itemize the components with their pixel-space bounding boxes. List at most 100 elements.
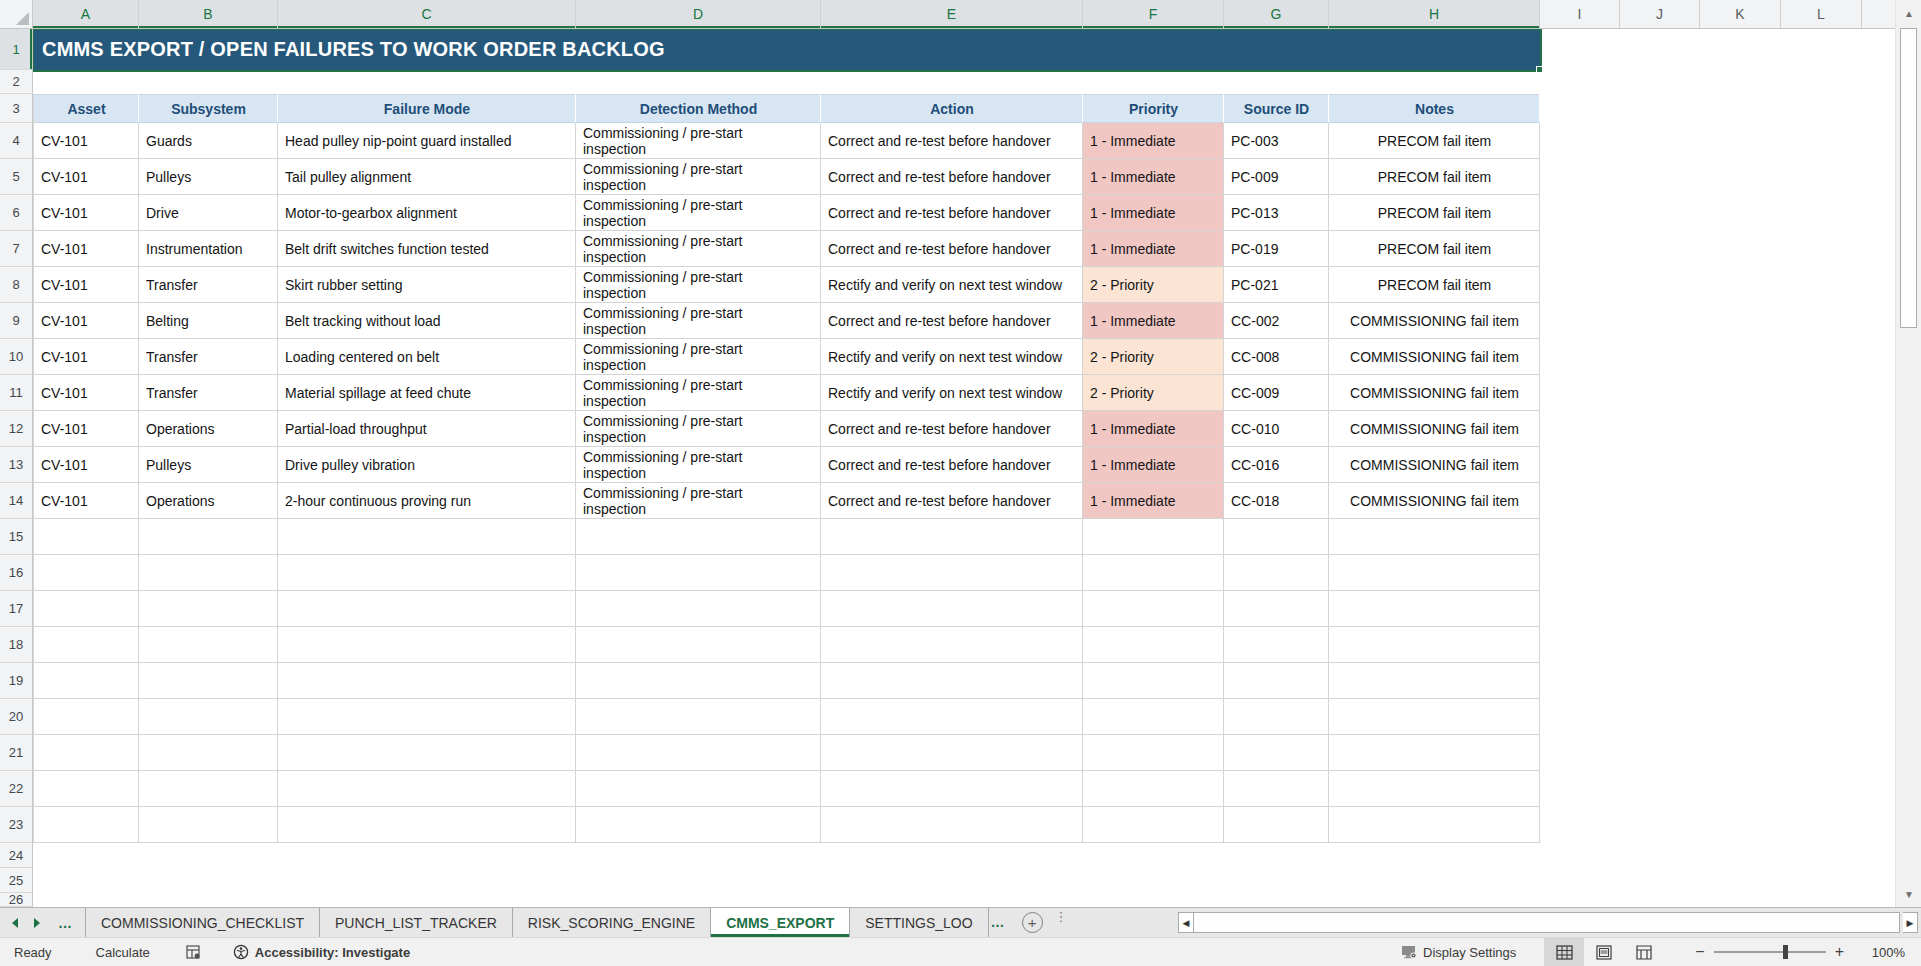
- grid-cell[interactable]: Drive pulley vibration: [278, 447, 576, 483]
- zoom-percentage[interactable]: 100%: [1867, 945, 1905, 960]
- grid-cell[interactable]: [33, 807, 139, 843]
- table-header-notes[interactable]: Notes: [1329, 94, 1540, 123]
- grid-cell[interactable]: [1329, 627, 1540, 663]
- grid-cell[interactable]: [821, 555, 1083, 591]
- select-all-corner[interactable]: [0, 0, 33, 28]
- grid-cell[interactable]: Commissioning / pre-start inspection: [576, 483, 821, 519]
- grid-cell[interactable]: [576, 519, 821, 555]
- sheet-tab-commissioning_checklist[interactable]: COMMISSIONING_CHECKLIST: [85, 908, 320, 937]
- grid-cell[interactable]: [278, 663, 576, 699]
- accessibility-status[interactable]: Accessibility: Investigate: [233, 944, 410, 960]
- grid-cell[interactable]: COMMISSIONING fail item: [1329, 411, 1540, 447]
- grid-cell[interactable]: [1329, 591, 1540, 627]
- row-header-14[interactable]: 14: [0, 483, 32, 519]
- row-header-4[interactable]: 4: [0, 123, 32, 159]
- grid-cell[interactable]: CC-009: [1224, 375, 1329, 411]
- grid-cell[interactable]: 2-hour continuous proving run: [278, 483, 576, 519]
- grid-cell[interactable]: [1083, 591, 1224, 627]
- row-header-1[interactable]: 1: [0, 29, 32, 70]
- vertical-scroll-thumb[interactable]: [1900, 28, 1917, 328]
- grid-cell[interactable]: COMMISSIONING fail item: [1329, 483, 1540, 519]
- grid-cell[interactable]: CV-101: [33, 267, 139, 303]
- grid-cell[interactable]: [278, 771, 576, 807]
- row-header-15[interactable]: 15: [0, 519, 32, 555]
- row-header-10[interactable]: 10: [0, 339, 32, 375]
- grid-cell[interactable]: [576, 591, 821, 627]
- grid-cell[interactable]: [278, 807, 576, 843]
- grid-cell[interactable]: Commissioning / pre-start inspection: [576, 159, 821, 195]
- table-header-source-id[interactable]: Source ID: [1224, 94, 1329, 123]
- row-header-18[interactable]: 18: [0, 627, 32, 663]
- grid-cell[interactable]: [821, 735, 1083, 771]
- grid-cell[interactable]: Commissioning / pre-start inspection: [576, 375, 821, 411]
- grid-cell[interactable]: [1224, 627, 1329, 663]
- scroll-up-icon[interactable]: ▲: [1896, 0, 1921, 26]
- table-header-subsystem[interactable]: Subsystem: [139, 94, 278, 123]
- grid-cell[interactable]: [33, 663, 139, 699]
- grid-cell[interactable]: [278, 555, 576, 591]
- grid-cell[interactable]: Correct and re-test before handover: [821, 159, 1083, 195]
- grid-cell[interactable]: [33, 699, 139, 735]
- table-header-failure-mode[interactable]: Failure Mode: [278, 94, 576, 123]
- zoom-slider-thumb[interactable]: [1783, 945, 1788, 959]
- grid-cell[interactable]: COMMISSIONING fail item: [1329, 447, 1540, 483]
- grid-cell[interactable]: [1329, 735, 1540, 771]
- grid-cell[interactable]: CV-101: [33, 303, 139, 339]
- grid-cell[interactable]: PC-009: [1224, 159, 1329, 195]
- page-break-preview-button[interactable]: [1624, 938, 1664, 966]
- row-header-19[interactable]: 19: [0, 663, 32, 699]
- grid-cell[interactable]: [1224, 555, 1329, 591]
- row-header-12[interactable]: 12: [0, 411, 32, 447]
- sheet-tab-punch_list_tracker[interactable]: PUNCH_LIST_TRACKER: [320, 908, 513, 937]
- grid-cell[interactable]: Belt tracking without load: [278, 303, 576, 339]
- column-header-K[interactable]: K: [1700, 0, 1781, 28]
- prev-sheet-icon[interactable]: [12, 918, 18, 928]
- row-header-22[interactable]: 22: [0, 771, 32, 807]
- grid-cell[interactable]: [1083, 771, 1224, 807]
- grid-cell[interactable]: [1224, 771, 1329, 807]
- title-cell[interactable]: CMMS EXPORT / OPEN FAILURES TO WORK ORDE…: [33, 29, 1540, 70]
- grid-cell[interactable]: PC-013: [1224, 195, 1329, 231]
- grid-cell[interactable]: Correct and re-test before handover: [821, 123, 1083, 159]
- grid-cell[interactable]: [1224, 699, 1329, 735]
- more-sheets-ellipsis[interactable]: …: [58, 915, 73, 931]
- grid-cell[interactable]: Pulleys: [139, 159, 278, 195]
- grid-cell[interactable]: 1 - Immediate: [1083, 483, 1224, 519]
- sheet-tab-risk_scoring_engine[interactable]: RISK_SCORING_ENGINE: [513, 908, 711, 937]
- column-header-J[interactable]: J: [1620, 0, 1700, 28]
- row-header-20[interactable]: 20: [0, 699, 32, 735]
- grid-cell[interactable]: 2 - Priority: [1083, 267, 1224, 303]
- grid-cell[interactable]: [1083, 735, 1224, 771]
- grid-cell[interactable]: Commissioning / pre-start inspection: [576, 447, 821, 483]
- grid-cell[interactable]: Operations: [139, 483, 278, 519]
- grid-cell[interactable]: CV-101: [33, 339, 139, 375]
- selection-fill-handle[interactable]: [1536, 66, 1543, 73]
- row-header-16[interactable]: 16: [0, 555, 32, 591]
- grid-cell[interactable]: [1083, 663, 1224, 699]
- row-header-21[interactable]: 21: [0, 735, 32, 771]
- grid-cell[interactable]: Transfer: [139, 375, 278, 411]
- grid-cell[interactable]: CV-101: [33, 447, 139, 483]
- page-layout-view-button[interactable]: [1584, 938, 1624, 966]
- grid-cell[interactable]: [576, 699, 821, 735]
- column-header-L[interactable]: L: [1781, 0, 1862, 28]
- grid-cell[interactable]: COMMISSIONING fail item: [1329, 375, 1540, 411]
- grid-cell[interactable]: 1 - Immediate: [1083, 195, 1224, 231]
- grid-cell[interactable]: [33, 555, 139, 591]
- grid-cell[interactable]: [33, 519, 139, 555]
- grid-cell[interactable]: PC-003: [1224, 123, 1329, 159]
- normal-view-button[interactable]: [1544, 938, 1584, 966]
- grid-cell[interactable]: [1224, 591, 1329, 627]
- grid-cell[interactable]: [1329, 555, 1540, 591]
- table-header-detection-method[interactable]: Detection Method: [576, 94, 821, 123]
- grid-cell[interactable]: Commissioning / pre-start inspection: [576, 339, 821, 375]
- grid-cell[interactable]: [1224, 663, 1329, 699]
- grid-cell[interactable]: PRECOM fail item: [1329, 195, 1540, 231]
- new-sheet-button[interactable]: +: [1022, 912, 1043, 933]
- grid-cell[interactable]: [33, 735, 139, 771]
- grid-cell[interactable]: CC-016: [1224, 447, 1329, 483]
- grid-cell[interactable]: COMMISSIONING fail item: [1329, 303, 1540, 339]
- grid-cell[interactable]: [139, 519, 278, 555]
- macro-record-icon[interactable]: [186, 945, 201, 960]
- grid-cell[interactable]: [139, 771, 278, 807]
